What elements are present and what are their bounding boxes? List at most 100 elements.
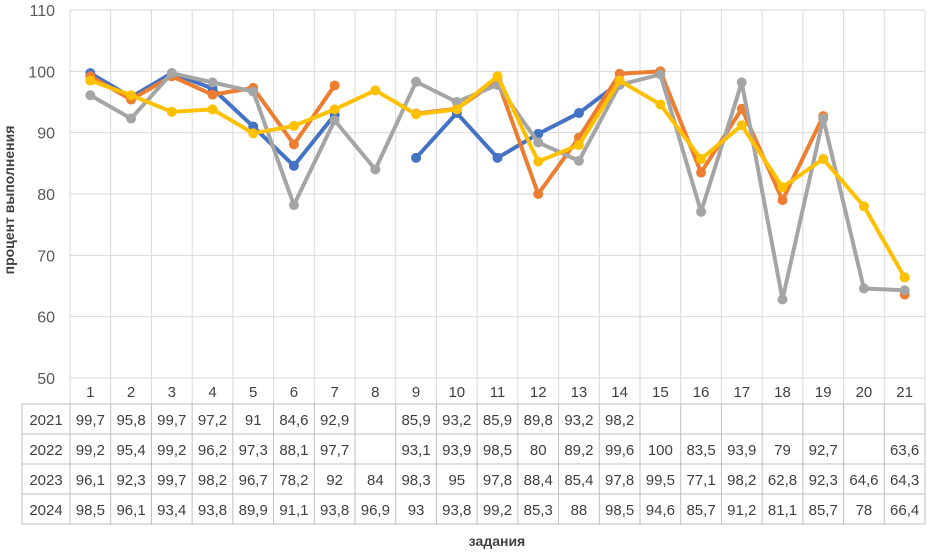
table-cell: 99,5	[646, 472, 675, 489]
data-point	[329, 115, 340, 126]
table-cell: 95,8	[116, 412, 145, 429]
x-tick-label: 2	[127, 384, 135, 401]
data-point	[573, 108, 584, 119]
data-point	[736, 77, 747, 88]
data-point	[492, 71, 503, 82]
data-point	[207, 77, 218, 88]
y-tick-label: 70	[37, 248, 55, 265]
series-line	[414, 80, 621, 160]
table-cell: 91,2	[727, 502, 756, 519]
table-cell: 97,8	[605, 472, 634, 489]
table-cell: 85,7	[686, 502, 715, 519]
table-row-header: 2022	[29, 442, 62, 459]
table-cell: 88,4	[524, 472, 553, 489]
table-cell: 98,2	[605, 412, 634, 429]
x-tick-label: 15	[652, 384, 669, 401]
x-tick-label: 10	[448, 384, 465, 401]
data-point	[166, 68, 177, 79]
x-tick-label: 17	[733, 384, 750, 401]
x-tick-label: 14	[611, 384, 628, 401]
data-point	[492, 152, 503, 163]
table-cell: 78,2	[279, 472, 308, 489]
x-tick-label: 9	[412, 384, 420, 401]
table-cell: 93,4	[157, 502, 186, 519]
table-cell: 95	[448, 472, 465, 489]
data-point	[85, 90, 96, 101]
y-axis-title: процент выполнения	[1, 126, 17, 275]
table-cell: 85,7	[809, 502, 838, 519]
table-cell: 96,2	[198, 442, 227, 459]
table-cell: 64,6	[849, 472, 878, 489]
data-point	[614, 75, 625, 86]
data-point	[736, 120, 747, 131]
table-cell: 96,1	[116, 502, 145, 519]
data-point	[818, 113, 829, 124]
data-point	[411, 109, 422, 120]
data-point	[411, 76, 422, 87]
data-point	[85, 75, 96, 86]
table-cell: 93,8	[442, 502, 471, 519]
data-point	[533, 189, 544, 199]
y-tick-label: 110	[29, 3, 55, 20]
y-axis-ticks: 50 60 70 80 90 100 110	[28, 3, 55, 388]
data-point	[696, 154, 707, 165]
table-cell: 97,3	[239, 442, 268, 459]
data-point	[126, 90, 137, 101]
x-tick-label: 20	[856, 384, 873, 401]
table-cell: 98,5	[483, 442, 512, 459]
table-cell: 89,8	[524, 412, 553, 429]
table-cell: 97,8	[483, 472, 512, 489]
data-point	[818, 154, 829, 165]
table-cell: 84,6	[279, 412, 308, 429]
table-cell: 94,6	[646, 502, 675, 519]
table-cell: 93,1	[401, 442, 430, 459]
table-cell: 93,9	[727, 442, 756, 459]
data-point	[899, 285, 910, 296]
table-cell: 77,1	[686, 472, 715, 489]
table-cell: 99,2	[157, 442, 186, 459]
table-cell: 98,2	[198, 472, 227, 489]
x-tick-label: 12	[530, 384, 547, 401]
data-point	[288, 139, 299, 150]
data-point	[899, 272, 910, 283]
table-cell: 92,3	[116, 472, 145, 489]
table-cell: 83,5	[686, 442, 715, 459]
data-point	[288, 120, 299, 131]
table-cell: 85,4	[564, 472, 593, 489]
data-point	[207, 89, 218, 100]
x-tick-label: 6	[290, 384, 298, 401]
x-tick-label: 4	[208, 384, 216, 401]
data-point	[288, 200, 299, 211]
data-point	[288, 160, 299, 171]
table-cell: 97,7	[320, 442, 349, 459]
table-cell: 98,5	[605, 502, 634, 519]
data-point	[858, 201, 869, 212]
y-tick-label: 60	[37, 310, 55, 327]
table-cell: 92,7	[809, 442, 838, 459]
table-cell: 92	[326, 472, 343, 489]
table-cell: 85,9	[483, 412, 512, 429]
data-point	[777, 182, 788, 193]
table-cell: 89,9	[239, 502, 268, 519]
table-cell: 88,1	[279, 442, 308, 459]
data-point	[858, 283, 869, 294]
table-cell: 93,2	[442, 412, 471, 429]
table-cell: 99,7	[76, 412, 105, 429]
table-cell: 93,8	[320, 502, 349, 519]
table-cell: 98,2	[727, 472, 756, 489]
x-tick-label: 3	[168, 384, 176, 401]
table-cell: 96,1	[76, 472, 105, 489]
table-cell: 99,2	[483, 502, 512, 519]
x-tick-label: 1	[86, 384, 94, 401]
data-point	[411, 152, 422, 163]
data-point	[573, 139, 584, 150]
table-row-header: 2023	[29, 472, 62, 489]
x-tick-label: 16	[693, 384, 710, 401]
table-cell: 98,3	[401, 472, 430, 489]
series-2024	[85, 71, 910, 283]
table-cell: 99,6	[605, 442, 634, 459]
data-point	[573, 155, 584, 166]
x-tick-label: 13	[571, 384, 588, 401]
x-tick-label: 7	[330, 384, 338, 401]
